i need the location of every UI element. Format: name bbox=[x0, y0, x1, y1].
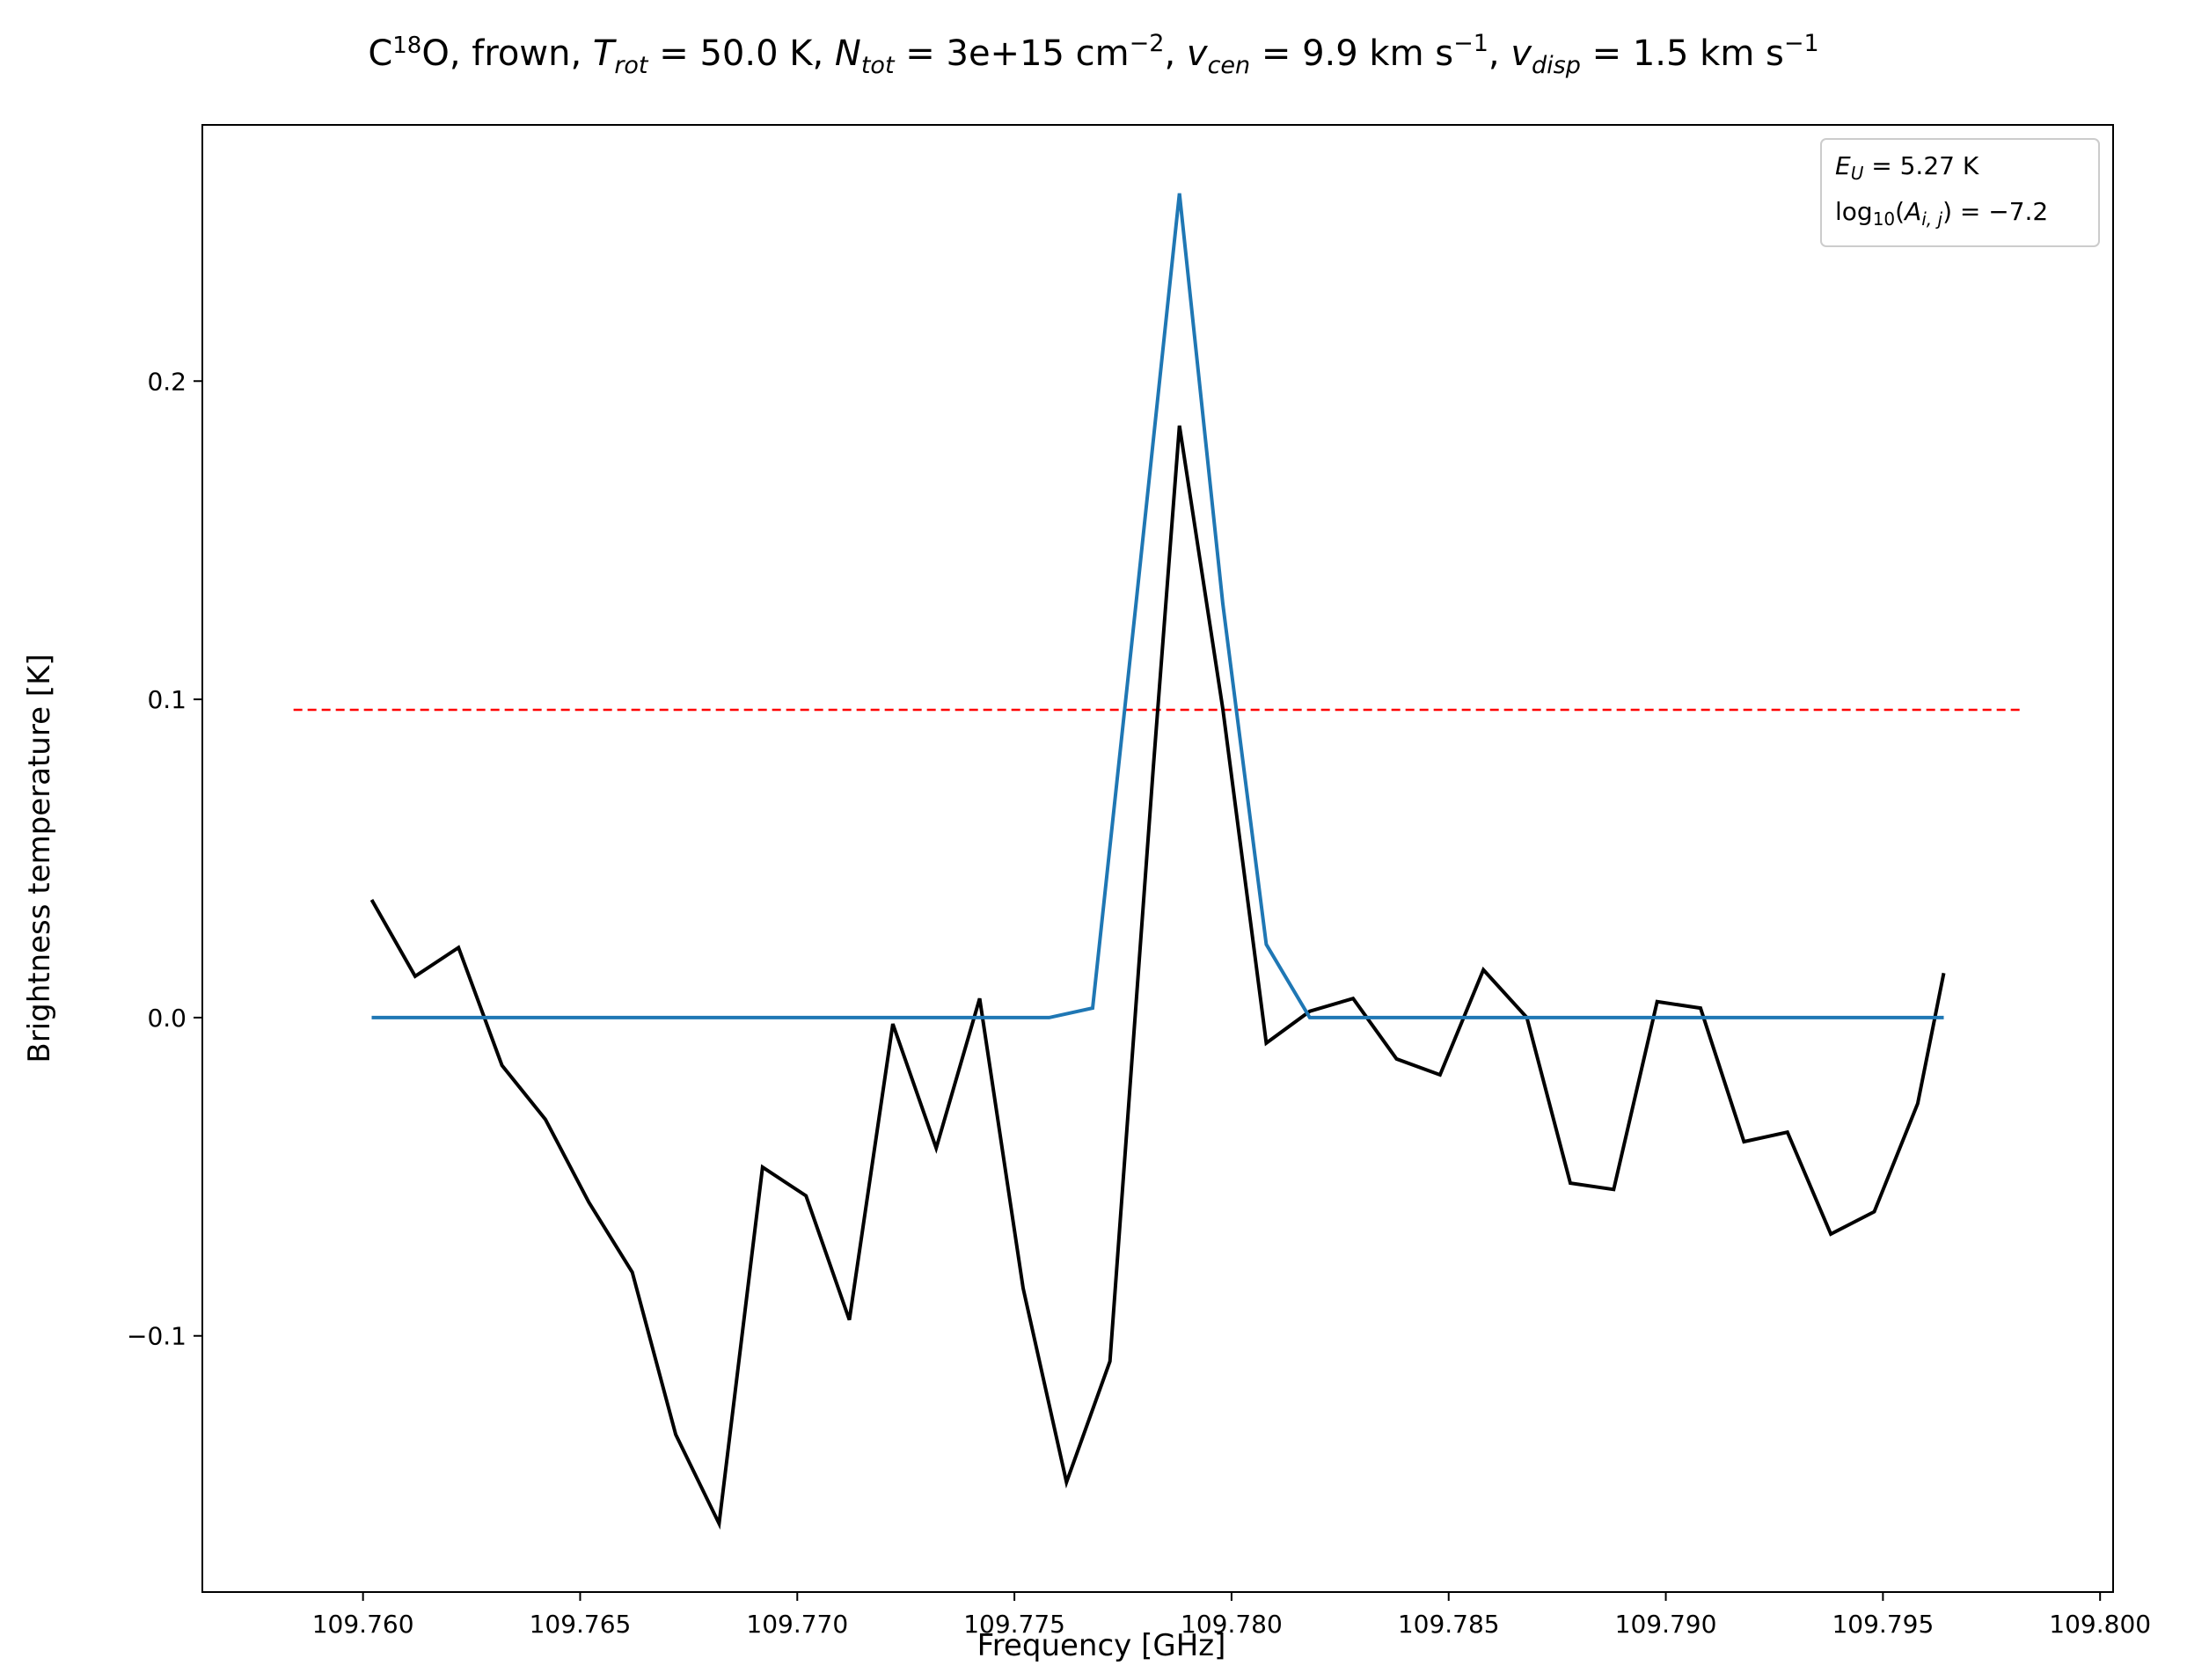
y-tick-label: 0.0 bbox=[147, 1004, 187, 1033]
x-tick-label: 109.770 bbox=[746, 1610, 848, 1639]
y-axis-label: Brightness temperature [K] bbox=[22, 654, 57, 1063]
plot-area bbox=[293, 193, 2022, 1530]
x-axis-label: Frequency [GHz] bbox=[977, 1628, 1226, 1663]
model-spectrum-line bbox=[371, 193, 1944, 1019]
x-axis-ticks: 109.760 109.765 109.770 109.775 109.780 109.7… bbox=[312, 1592, 2151, 1639]
x-tick-label: 109.795 bbox=[1832, 1610, 1934, 1639]
x-tick-label: 109.760 bbox=[312, 1610, 414, 1639]
legend-einstein-a: log10(Ai, j) = −7.2 bbox=[1835, 197, 2048, 230]
chart-title: C18O, frown, Trot = 50.0 K, Ntot = 3e+15… bbox=[368, 30, 1818, 79]
x-tick-label: 109.800 bbox=[2049, 1610, 2151, 1639]
y-axis-ticks: −0.1 0.0 0.1 0.2 bbox=[127, 367, 202, 1351]
x-tick-label: 109.780 bbox=[1181, 1610, 1283, 1639]
y-tick-label: −0.1 bbox=[127, 1322, 187, 1351]
observed-spectrum-line bbox=[369, 425, 1946, 1530]
legend-upper-energy: EU = 5.27 K bbox=[1835, 151, 1979, 184]
legend-box bbox=[1820, 138, 2100, 247]
x-tick-label: 109.785 bbox=[1398, 1610, 1500, 1639]
legend: EU = 5.27 K log10(Ai, j) = −7.2 bbox=[1820, 138, 2100, 247]
y-tick-label: 0.2 bbox=[147, 367, 187, 396]
y-tick-label: 0.1 bbox=[147, 685, 187, 714]
x-tick-label: 109.765 bbox=[530, 1610, 632, 1639]
axes-frame bbox=[201, 124, 2114, 1593]
x-tick-label: 109.790 bbox=[1615, 1610, 1717, 1639]
x-tick-label: 109.775 bbox=[963, 1610, 1065, 1639]
